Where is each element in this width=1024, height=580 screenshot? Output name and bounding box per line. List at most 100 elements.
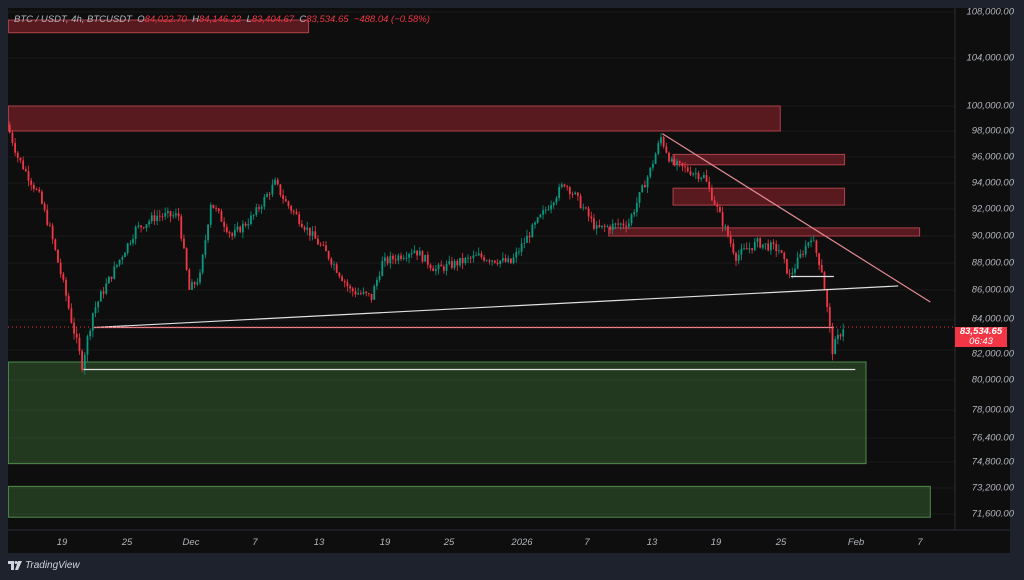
price-tick-label: 98,000.00 [971,125,1014,137]
candle [625,225,628,227]
candle [702,175,705,178]
candle [70,308,73,323]
candle [670,159,673,162]
candle [142,227,145,229]
demand-zone [8,361,867,465]
candle [673,159,676,165]
chart-frame[interactable] [8,8,1010,553]
candle [185,248,188,270]
candle [91,313,94,331]
candle [426,254,429,265]
time-tick-label: 7 [584,537,590,548]
candle [16,152,19,158]
candle [239,226,242,233]
candle [775,243,778,251]
candle [236,226,239,230]
candle [501,258,504,261]
candle [759,238,762,248]
candle [276,179,279,185]
candle [518,251,520,253]
close-label: C [299,14,307,25]
candle [175,213,177,216]
candle [547,209,550,211]
candle [97,301,100,308]
candle [778,250,780,251]
candle [11,132,14,144]
candle [566,186,569,188]
candle [108,276,110,284]
candle [343,281,346,283]
candle [317,238,319,245]
time-tick-label: 7 [917,537,923,548]
candle [711,188,713,201]
candle [118,259,121,265]
candle [601,225,603,228]
candle [49,224,51,226]
candle [402,257,405,259]
candle [124,252,126,258]
candle [432,268,435,272]
candle [373,286,376,300]
candle [335,264,338,273]
candle [780,250,783,253]
candle [756,238,759,242]
price-tick-label: 90,000.00 [971,230,1014,242]
candle [558,186,561,198]
candle [826,290,829,307]
candle [660,137,662,144]
candle [445,263,448,271]
time-tick-label: 7 [252,537,258,548]
candle [429,264,432,269]
candle [526,235,528,243]
candle [145,224,148,229]
time-tick-label: Dec [182,537,200,548]
candle [531,224,534,238]
candle [676,161,678,165]
candle [81,351,83,370]
candle [472,255,475,259]
candle [611,223,614,230]
candle [148,221,150,225]
candle [708,181,711,189]
last-price: 83,534.65 [959,326,1003,337]
candle [724,226,727,227]
candle [75,333,78,338]
symbol-label[interactable]: BTC / USDT, 4h, BTCUSDT [14,14,132,25]
candle [408,254,410,258]
candle [405,257,408,259]
candle [807,242,810,246]
price-chart[interactable] [8,8,1010,553]
candle [51,225,54,240]
candle [244,223,247,226]
candle [102,291,105,294]
candle [507,258,510,262]
candle [443,266,445,271]
price-tick-label: 108,000.00 [966,6,1014,18]
candle [686,167,689,172]
candle [485,260,488,262]
price-tick-label: 84,000.00 [971,313,1014,325]
candle [713,200,716,205]
candle [627,223,630,227]
candle [271,184,274,195]
candle [274,179,276,185]
candle [322,244,325,246]
price-tick-label: 71,600.00 [971,508,1014,520]
candle [451,261,453,268]
candle [258,207,260,209]
candle [684,166,686,168]
candle [483,257,485,261]
candle [188,269,191,290]
candle [89,330,92,337]
candle [606,226,609,228]
candle [217,208,220,212]
time-tick-label: 13 [646,537,658,548]
candle [252,214,255,216]
candle [172,215,175,217]
candle [370,293,373,300]
candle [247,224,250,226]
candle [810,240,812,243]
candle [110,276,113,279]
tradingview-logo[interactable]: TradingView [8,560,80,571]
candle [641,185,644,193]
